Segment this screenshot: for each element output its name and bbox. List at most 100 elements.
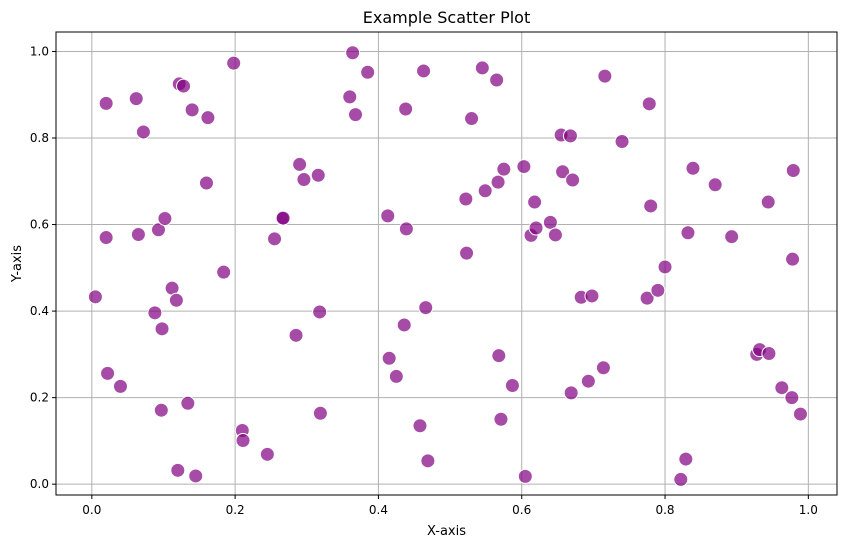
- scatter-point: [517, 468, 533, 484]
- scatter-point: [555, 164, 571, 180]
- scatter-point: [580, 373, 596, 389]
- scatter-point: [200, 110, 216, 126]
- scatter-point: [516, 159, 532, 175]
- scatter-point: [130, 227, 146, 243]
- y-tick-label: 0.8: [30, 131, 49, 145]
- scatter-point: [542, 214, 558, 230]
- scatter-point: [496, 161, 512, 177]
- scatter-point: [180, 395, 196, 411]
- y-tick-label: 0.0: [30, 477, 49, 491]
- scatter-point: [491, 348, 507, 364]
- scatter-point: [761, 346, 777, 362]
- scatter-point: [150, 222, 166, 238]
- scatter-point: [275, 210, 291, 226]
- scatter-point: [477, 183, 493, 199]
- scatter-point: [310, 167, 326, 183]
- scatter-point: [657, 259, 673, 275]
- scatter-point: [380, 208, 396, 224]
- scatter-point: [87, 289, 103, 305]
- scatter-point: [154, 321, 170, 337]
- x-tick-label: 1.0: [799, 503, 818, 517]
- scatter-point: [597, 68, 613, 84]
- scatter-point: [170, 462, 186, 478]
- scatter-point: [176, 78, 192, 94]
- scatter-point: [547, 227, 563, 243]
- scatter-point: [98, 95, 114, 111]
- scatter-point: [412, 418, 428, 434]
- scatter-point: [584, 288, 600, 304]
- scatter-point: [650, 282, 666, 298]
- scatter-point: [296, 172, 312, 188]
- scatter-point: [490, 174, 506, 190]
- y-tick-label: 0.6: [30, 218, 49, 232]
- scatter-point: [565, 172, 581, 188]
- scatter-point: [259, 446, 275, 462]
- x-axis-label: X-axis: [427, 524, 466, 539]
- scatter-point: [418, 300, 434, 316]
- scatter-point: [458, 191, 474, 207]
- scatter-point: [641, 96, 657, 112]
- scatter-point: [528, 220, 544, 236]
- scatter-point: [288, 327, 304, 343]
- plot-area-frame: [55, 31, 838, 496]
- y-tick-label: 0.2: [30, 391, 49, 405]
- x-tick-label: 0.8: [655, 503, 674, 517]
- scatter-point: [312, 405, 328, 421]
- scatter-point: [673, 471, 689, 487]
- scatter-point: [292, 156, 308, 172]
- scatter-point: [527, 194, 543, 210]
- scatter-point: [388, 368, 404, 384]
- scatter-point: [785, 251, 801, 267]
- scatter-point: [348, 107, 364, 123]
- scatter-point: [98, 230, 114, 246]
- scatter-point: [489, 72, 505, 88]
- scatter-point: [153, 402, 169, 418]
- scatter-point: [760, 194, 776, 210]
- scatter-point: [216, 264, 232, 280]
- scatter-point: [784, 390, 800, 406]
- scatter-point: [562, 128, 578, 144]
- scatter-point: [100, 365, 116, 381]
- y-tick-label: 1.0: [30, 44, 49, 58]
- scatter-point: [396, 317, 412, 333]
- scatter-point: [493, 411, 509, 427]
- axis-ticks: 0.0 0.2 0.4 0.6 0.8 1.0 0.0 0.2 0.4 0.6 0.8 1.0: [30, 44, 818, 517]
- scatter-point: [595, 360, 611, 376]
- scatter-point: [614, 133, 630, 149]
- scatter-point: [381, 350, 397, 366]
- scatter-point: [342, 89, 358, 105]
- scatter-point: [398, 221, 414, 237]
- scatter-point: [785, 162, 801, 178]
- chart-title: Example Scatter Plot: [363, 8, 530, 27]
- scatter-point: [147, 305, 163, 321]
- scatter-point: [184, 102, 200, 118]
- scatter-point: [226, 55, 242, 71]
- scatter-point: [168, 292, 184, 308]
- scatter-point: [474, 60, 490, 76]
- scatter-point: [235, 432, 251, 448]
- scatter-point: [198, 175, 214, 191]
- y-tick-label: 0.4: [30, 304, 49, 318]
- scatter-point: [188, 468, 204, 484]
- scatter-point: [312, 304, 328, 320]
- scatter-point: [639, 290, 655, 306]
- x-tick-label: 0.6: [512, 503, 531, 517]
- data-points: [87, 45, 808, 487]
- scatter-point: [680, 225, 696, 241]
- scatter-point: [345, 45, 361, 61]
- grid-lines: [56, 32, 837, 495]
- scatter-point: [398, 101, 414, 117]
- scatter-point: [563, 385, 579, 401]
- scatter-point: [112, 378, 128, 394]
- scatter-point: [792, 406, 808, 422]
- scatter-point: [707, 177, 723, 193]
- scatter-point: [678, 451, 694, 467]
- x-tick-label: 0.0: [82, 503, 101, 517]
- scatter-point: [360, 64, 376, 80]
- scatter-point: [416, 63, 432, 79]
- scatter-point: [157, 210, 173, 226]
- scatter-point: [774, 380, 790, 396]
- scatter-point: [128, 91, 144, 107]
- scatter-point: [267, 231, 283, 247]
